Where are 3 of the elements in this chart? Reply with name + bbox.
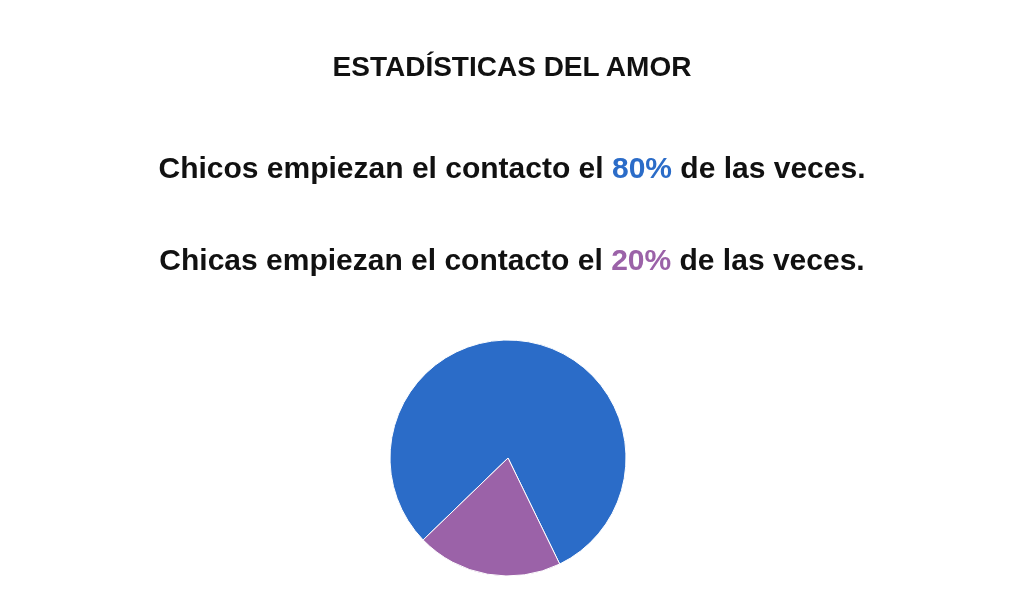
text: Chicas empiezan el contacto el 20% de las veces.	[159, 243, 865, 276]
text: Chicos empiezan el contacto el 80% de las veces.	[158, 151, 866, 184]
chart-title: ESTADÍSTICAS DEL AMOR	[332, 51, 692, 82]
